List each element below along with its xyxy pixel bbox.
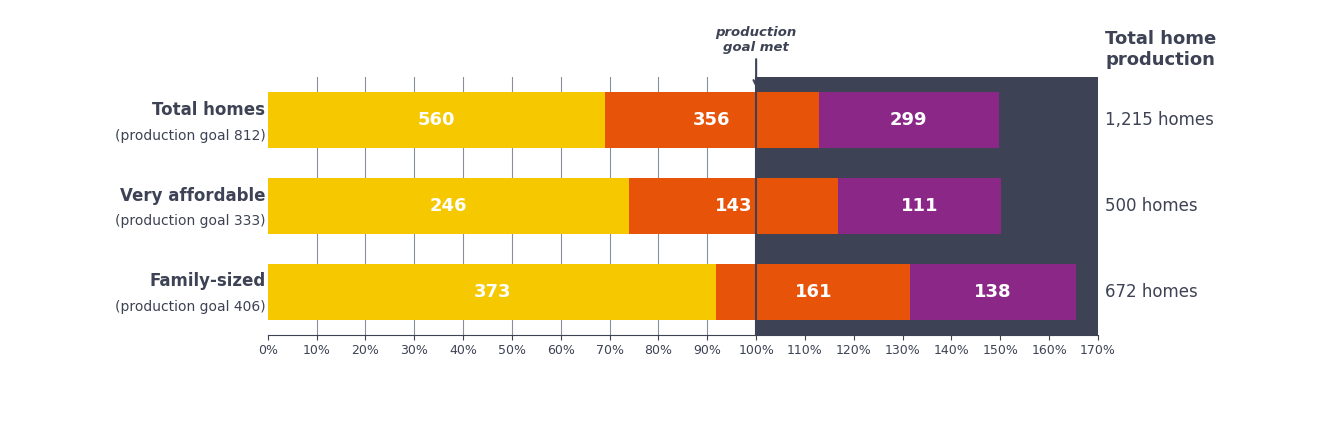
Text: 373: 373 xyxy=(474,283,511,301)
Text: 246: 246 xyxy=(430,197,467,215)
Text: Very affordable: Very affordable xyxy=(121,187,265,205)
Text: 143: 143 xyxy=(715,197,753,215)
Text: (production goal 812): (production goal 812) xyxy=(115,129,265,142)
Bar xyxy=(268,92,605,148)
Bar xyxy=(716,264,911,320)
Text: Total homes: Total homes xyxy=(153,101,265,119)
Bar xyxy=(911,264,1077,320)
Text: 356: 356 xyxy=(692,111,730,129)
Text: 138: 138 xyxy=(975,283,1012,301)
Text: (production goal 406): (production goal 406) xyxy=(115,300,265,314)
Text: 672 homes: 672 homes xyxy=(1105,283,1198,301)
Bar xyxy=(757,77,1098,335)
Bar xyxy=(838,178,1002,234)
Text: 500 homes: 500 homes xyxy=(1105,197,1198,215)
Bar xyxy=(605,92,818,148)
Text: Total home
production: Total home production xyxy=(1105,30,1217,69)
Text: production
goal met: production goal met xyxy=(715,26,797,85)
Legend: Complete, Under construction, Pre-construction: Complete, Under construction, Pre-constr… xyxy=(269,428,931,429)
Bar xyxy=(268,178,628,234)
Text: Family-sized: Family-sized xyxy=(149,272,265,290)
Bar xyxy=(818,92,999,148)
Text: 299: 299 xyxy=(890,111,928,129)
Text: 560: 560 xyxy=(418,111,455,129)
Bar xyxy=(628,178,838,234)
Text: 1,215 homes: 1,215 homes xyxy=(1105,111,1214,129)
Text: 161: 161 xyxy=(794,283,832,301)
Bar xyxy=(268,264,716,320)
Text: 111: 111 xyxy=(901,197,939,215)
Text: (production goal 333): (production goal 333) xyxy=(115,214,265,228)
